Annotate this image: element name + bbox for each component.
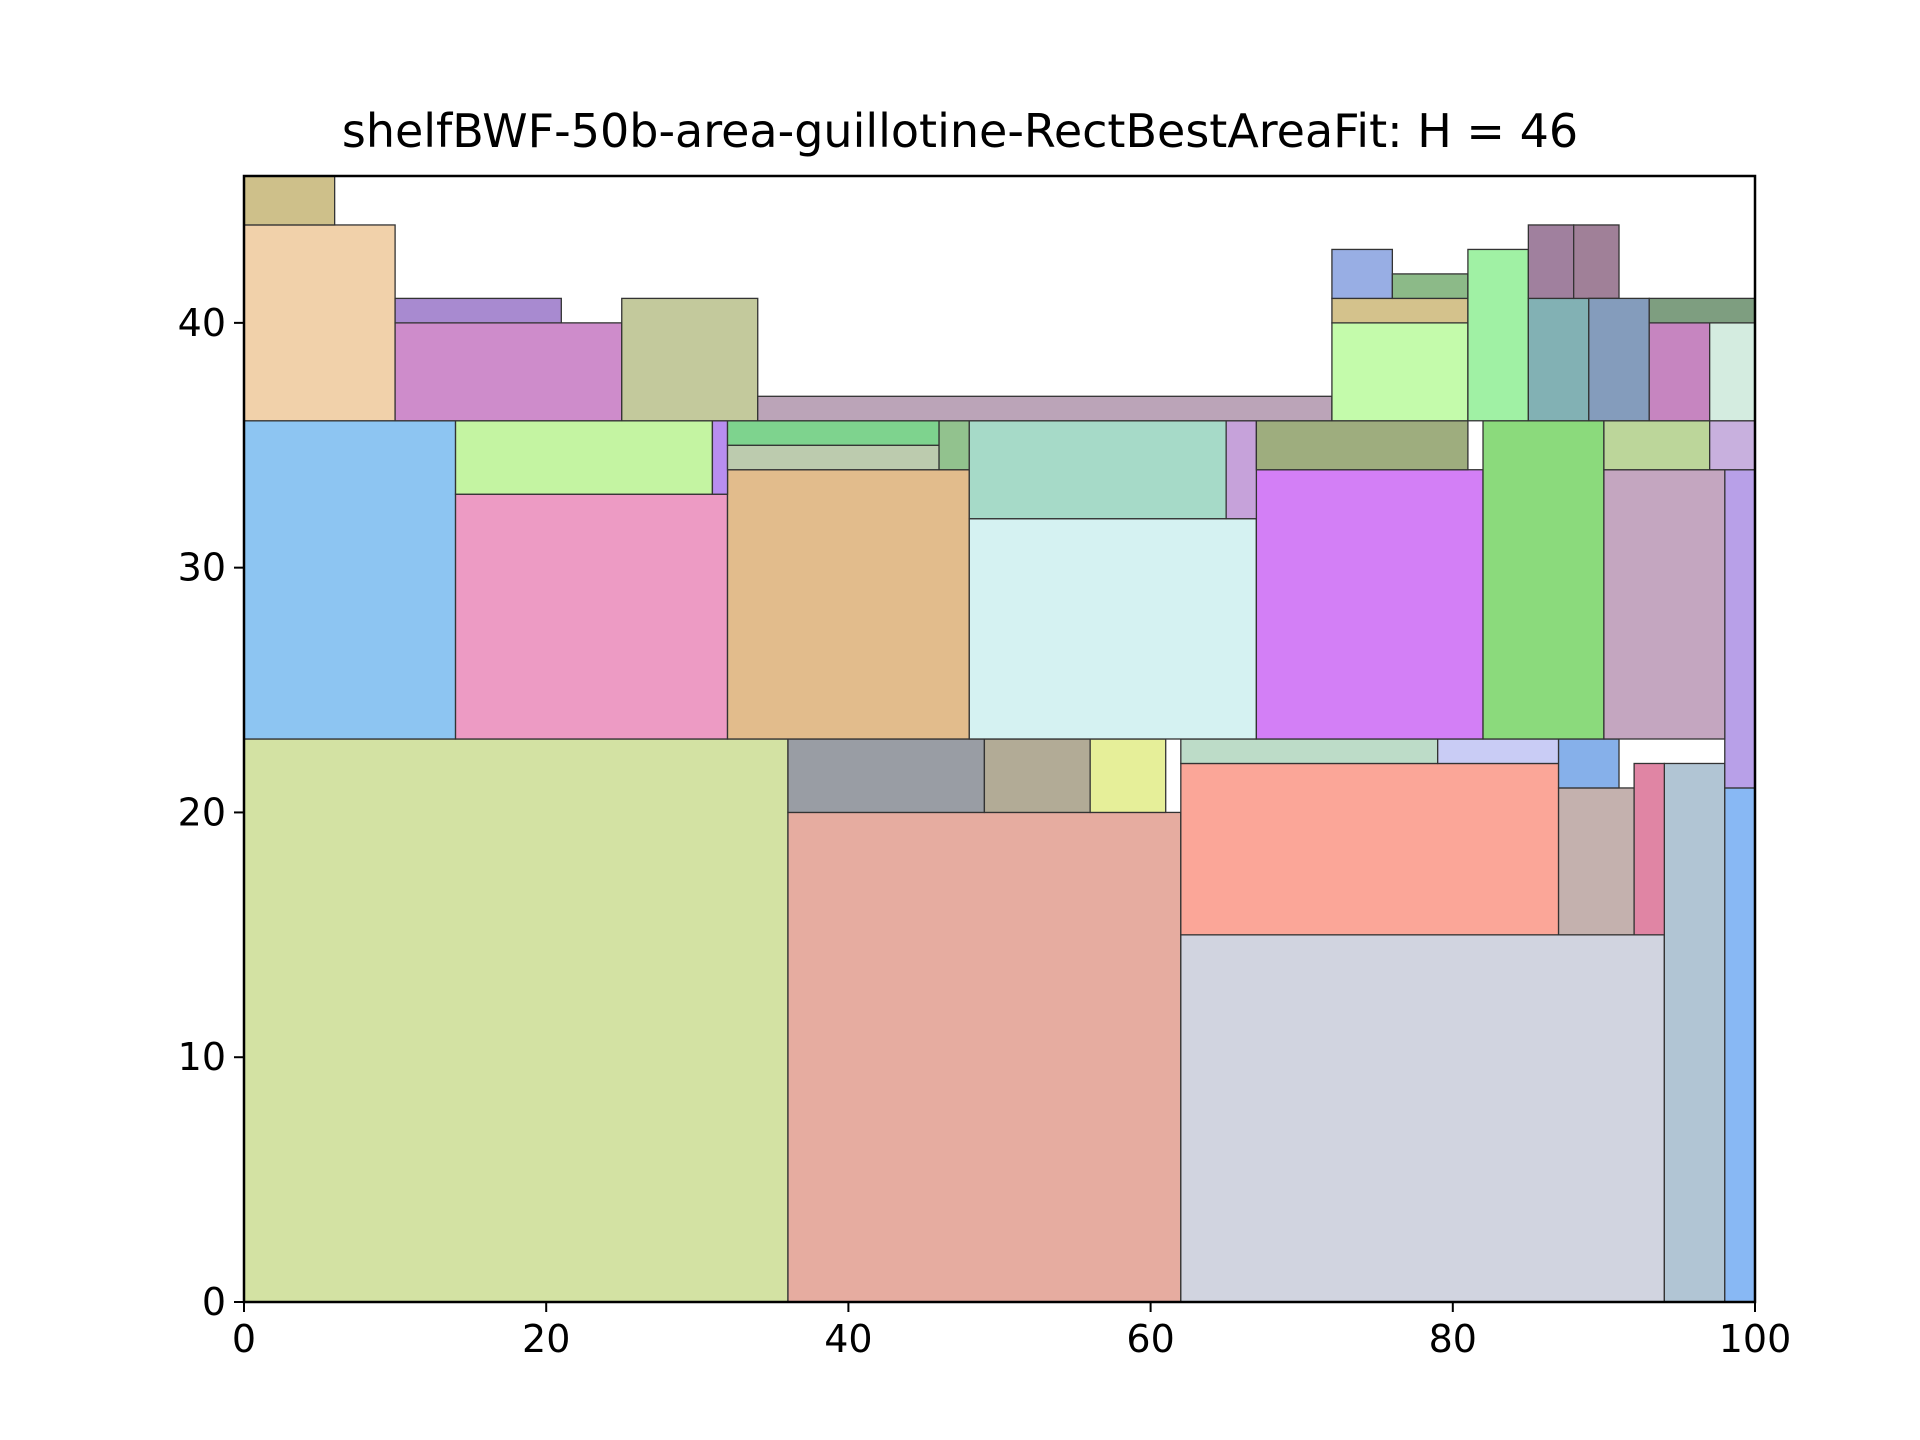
- packed-rect-9: [787, 738, 986, 814]
- y-tick-label: 20: [178, 790, 226, 834]
- packed-rect-22: [1603, 469, 1726, 740]
- packed-rect-34: [243, 175, 336, 226]
- packed-rect-48: [1648, 322, 1711, 422]
- x-tick-label: 80: [1429, 1317, 1477, 1361]
- y-tick-label: 40: [178, 301, 226, 345]
- packed-rect-47: [1588, 297, 1650, 422]
- packed-rect-12: [1180, 738, 1439, 765]
- chart-title: shelfBWF-50b-area-guillotine-RectBestAre…: [341, 104, 1579, 158]
- packed-rect-21: [1482, 420, 1605, 740]
- packed-rect-24: [711, 420, 729, 495]
- packed-rect-17: [454, 493, 729, 740]
- packed-rect-15: [1724, 469, 1756, 789]
- packed-rect-43: [1467, 248, 1530, 422]
- packed-rect-50: [1648, 297, 1756, 324]
- packed-rect-38: [757, 395, 1333, 422]
- y-tick-label: 10: [178, 1035, 226, 1079]
- packed-rect-32: [1709, 420, 1756, 471]
- packed-rect-31: [1603, 420, 1711, 471]
- packed-rect-1: [243, 738, 789, 1303]
- x-tick-label: 20: [522, 1317, 570, 1361]
- x-tick-label: 0: [232, 1317, 256, 1361]
- packed-rect-19: [968, 518, 1258, 740]
- x-tick-label: 40: [824, 1317, 872, 1361]
- packed-rect-29: [1225, 420, 1258, 520]
- packed-rect-36: [394, 297, 562, 324]
- packed-rect-42: [1391, 273, 1469, 300]
- y-tick-label: 30: [178, 546, 226, 590]
- packed-rect-44: [1527, 297, 1590, 422]
- axes-frame: [242, 174, 1757, 1304]
- packed-rect-30: [1255, 420, 1469, 471]
- packed-rect-35: [394, 322, 623, 422]
- packed-rect-33: [243, 224, 396, 422]
- rectangles-layer: [243, 175, 1756, 1303]
- x-tick-label: 100: [1719, 1317, 1792, 1361]
- packed-rect-45: [1527, 224, 1575, 300]
- packed-rect-23: [454, 420, 714, 495]
- x-tick-label: 60: [1126, 1317, 1174, 1361]
- packed-rect-26: [726, 420, 940, 446]
- ticks-layer: 0 20 40 60 80 100 0 10 20 30 40: [178, 301, 1792, 1361]
- packed-rect-2: [787, 811, 1182, 1303]
- packed-rect-16: [243, 420, 457, 740]
- packed-rect-5: [1724, 787, 1756, 1303]
- y-tick-label: 0: [202, 1280, 226, 1324]
- packed-rect-10: [983, 738, 1091, 814]
- packed-rect-37: [621, 297, 759, 422]
- packed-rect-11: [1089, 738, 1167, 814]
- packed-rect-40: [1331, 297, 1469, 324]
- packed-rect-6: [1180, 762, 1560, 936]
- packed-rect-7: [1557, 787, 1635, 936]
- packed-rect-8: [1633, 762, 1665, 936]
- packed-rect-4: [1663, 762, 1726, 1303]
- packed-rect-49: [1709, 322, 1756, 422]
- packed-rect-39: [1331, 322, 1469, 422]
- packed-rect-46: [1573, 224, 1620, 300]
- packed-rect-20: [1255, 469, 1484, 740]
- packed-rect-13: [1437, 738, 1560, 765]
- packed-rect-41: [1331, 248, 1394, 300]
- packed-rect-27: [938, 420, 970, 471]
- packed-rect-18: [726, 469, 970, 740]
- packed-rect-3: [1180, 934, 1665, 1303]
- packed-rect-14: [1557, 738, 1620, 789]
- packed-rect-28: [968, 420, 1227, 520]
- packed-rect-25: [726, 444, 940, 471]
